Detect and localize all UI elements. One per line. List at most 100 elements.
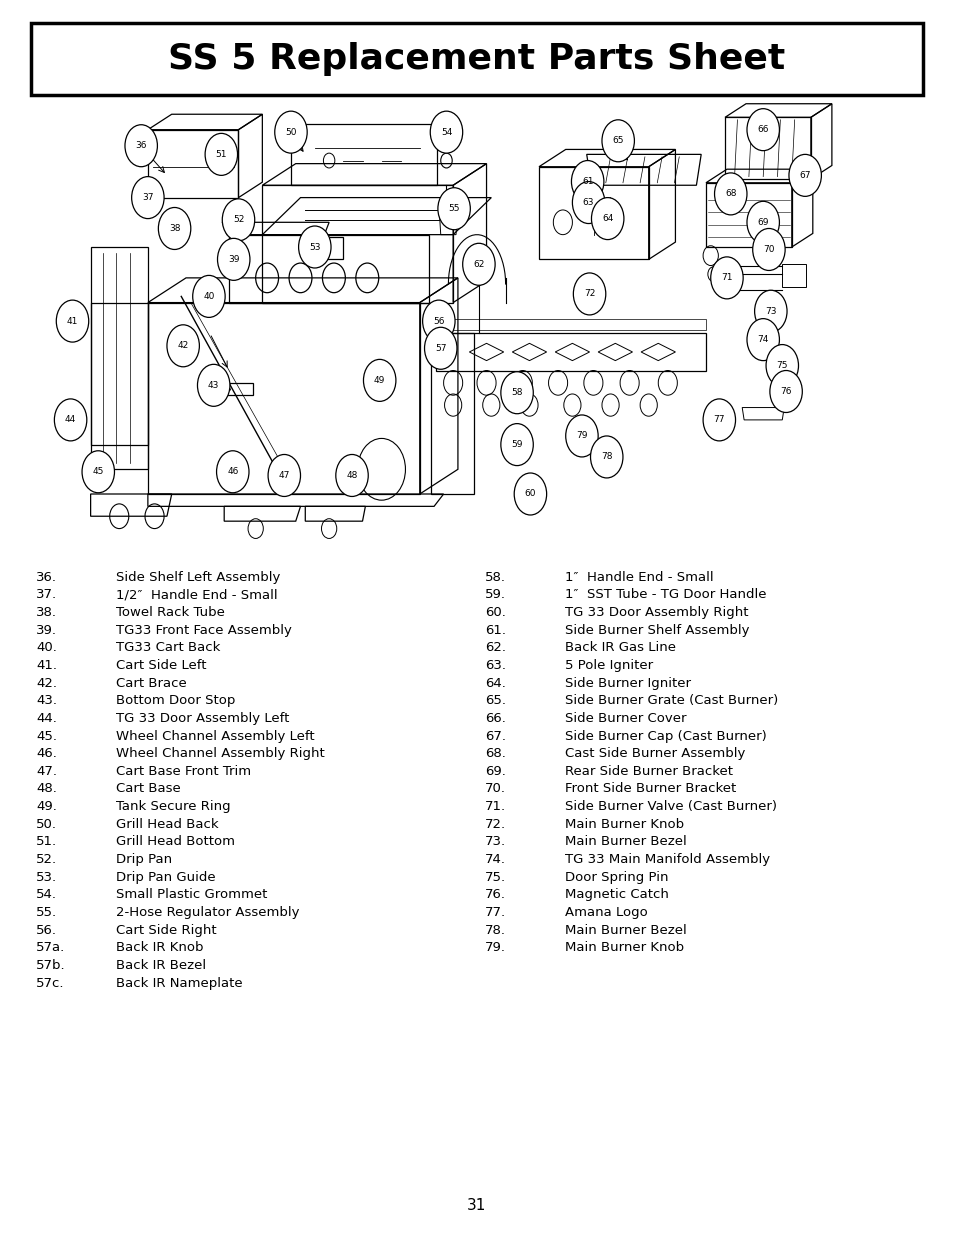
Text: 53: 53 (309, 242, 320, 252)
Text: Towel Rack Tube: Towel Rack Tube (116, 606, 225, 619)
Text: Drip Pan: Drip Pan (116, 853, 172, 866)
Text: Side Burner Cover: Side Burner Cover (564, 711, 685, 725)
Text: Bottom Door Stop: Bottom Door Stop (116, 694, 235, 708)
Text: 43: 43 (208, 380, 219, 390)
Text: 58.: 58. (484, 571, 505, 584)
Circle shape (298, 226, 331, 268)
Text: 54.: 54. (36, 888, 57, 902)
Text: 56.: 56. (36, 924, 57, 937)
Text: 39.: 39. (36, 624, 57, 636)
Circle shape (158, 207, 191, 249)
Text: Front Side Burner Bracket: Front Side Burner Bracket (564, 783, 736, 795)
Text: 59: 59 (511, 440, 522, 450)
Circle shape (746, 109, 779, 151)
Circle shape (430, 111, 462, 153)
Circle shape (193, 275, 225, 317)
Circle shape (54, 399, 87, 441)
Text: TG 33 Door Assembly Right: TG 33 Door Assembly Right (564, 606, 747, 619)
Text: 72.: 72. (484, 818, 505, 831)
Text: 75: 75 (776, 361, 787, 370)
Text: Cart Side Left: Cart Side Left (116, 659, 207, 672)
Text: 37: 37 (142, 193, 153, 203)
Circle shape (335, 454, 368, 496)
Text: 44.: 44. (36, 711, 57, 725)
Text: Side Burner Grate (Cast Burner): Side Burner Grate (Cast Burner) (564, 694, 778, 708)
Text: 46.: 46. (36, 747, 57, 761)
Circle shape (571, 161, 603, 203)
Text: 74: 74 (757, 335, 768, 345)
Text: Side Shelf Left Assembly: Side Shelf Left Assembly (116, 571, 280, 584)
Text: 78.: 78. (484, 924, 505, 937)
Text: 57: 57 (435, 343, 446, 353)
Circle shape (565, 415, 598, 457)
Text: Main Burner Bezel: Main Burner Bezel (564, 835, 686, 848)
Text: 45: 45 (92, 467, 104, 477)
Text: 62: 62 (473, 259, 484, 269)
Text: 54: 54 (440, 127, 452, 137)
Text: 65: 65 (612, 136, 623, 146)
Text: 70.: 70. (484, 783, 505, 795)
Text: Wheel Channel Assembly Right: Wheel Channel Assembly Right (116, 747, 325, 761)
Text: Drip Pan Guide: Drip Pan Guide (116, 871, 215, 884)
Text: 57c.: 57c. (36, 977, 65, 989)
Circle shape (573, 273, 605, 315)
Circle shape (746, 319, 779, 361)
Text: Grill Head Back: Grill Head Back (116, 818, 219, 831)
Text: 71.: 71. (484, 800, 505, 813)
Text: 73: 73 (764, 306, 776, 316)
Text: Side Burner Shelf Assembly: Side Burner Shelf Assembly (564, 624, 748, 636)
Text: 66.: 66. (484, 711, 505, 725)
Circle shape (702, 399, 735, 441)
Text: Rear Side Burner Bracket: Rear Side Burner Bracket (564, 764, 732, 778)
Text: 64: 64 (601, 214, 613, 224)
Text: 31: 31 (467, 1198, 486, 1213)
Text: 69.: 69. (484, 764, 505, 778)
Text: 74.: 74. (484, 853, 505, 866)
Circle shape (216, 451, 249, 493)
Text: 44: 44 (65, 415, 76, 425)
Text: 61: 61 (581, 177, 593, 186)
Circle shape (222, 199, 254, 241)
Circle shape (422, 300, 455, 342)
Circle shape (82, 451, 114, 493)
Text: 60: 60 (524, 489, 536, 499)
Text: 40: 40 (203, 291, 214, 301)
Text: Cart Brace: Cart Brace (116, 677, 187, 689)
Circle shape (572, 182, 604, 224)
Text: Back IR Bezel: Back IR Bezel (116, 960, 206, 972)
Text: 52.: 52. (36, 853, 57, 866)
Text: 56: 56 (433, 316, 444, 326)
Circle shape (765, 345, 798, 387)
Text: 46: 46 (227, 467, 238, 477)
Circle shape (714, 173, 746, 215)
Text: Main Burner Knob: Main Burner Knob (564, 941, 683, 955)
Text: 48.: 48. (36, 783, 57, 795)
Text: Cart Base: Cart Base (116, 783, 181, 795)
Text: 40.: 40. (36, 641, 57, 655)
Text: 55.: 55. (36, 906, 57, 919)
Text: TG33 Front Face Assembly: TG33 Front Face Assembly (116, 624, 292, 636)
Text: 38.: 38. (36, 606, 57, 619)
Text: Door Spring Pin: Door Spring Pin (564, 871, 667, 884)
Text: Main Burner Knob: Main Burner Knob (564, 818, 683, 831)
Text: 37.: 37. (36, 588, 57, 601)
Text: TG 33 Main Manifold Assembly: TG 33 Main Manifold Assembly (564, 853, 769, 866)
Text: 60.: 60. (484, 606, 505, 619)
Text: 71: 71 (720, 273, 732, 283)
Text: 72: 72 (583, 289, 595, 299)
Text: 57b.: 57b. (36, 960, 66, 972)
Circle shape (363, 359, 395, 401)
Circle shape (591, 198, 623, 240)
Text: Back IR Gas Line: Back IR Gas Line (564, 641, 675, 655)
Text: 51: 51 (215, 149, 227, 159)
Text: Back IR Knob: Back IR Knob (116, 941, 204, 955)
Bar (781, 264, 805, 287)
Text: 49.: 49. (36, 800, 57, 813)
Text: TG33 Cart Back: TG33 Cart Back (116, 641, 220, 655)
Text: Magnetic Catch: Magnetic Catch (564, 888, 668, 902)
Text: 63.: 63. (484, 659, 505, 672)
Text: 42.: 42. (36, 677, 57, 689)
Circle shape (754, 290, 786, 332)
Text: 76.: 76. (484, 888, 505, 902)
Text: Amana Logo: Amana Logo (564, 906, 647, 919)
